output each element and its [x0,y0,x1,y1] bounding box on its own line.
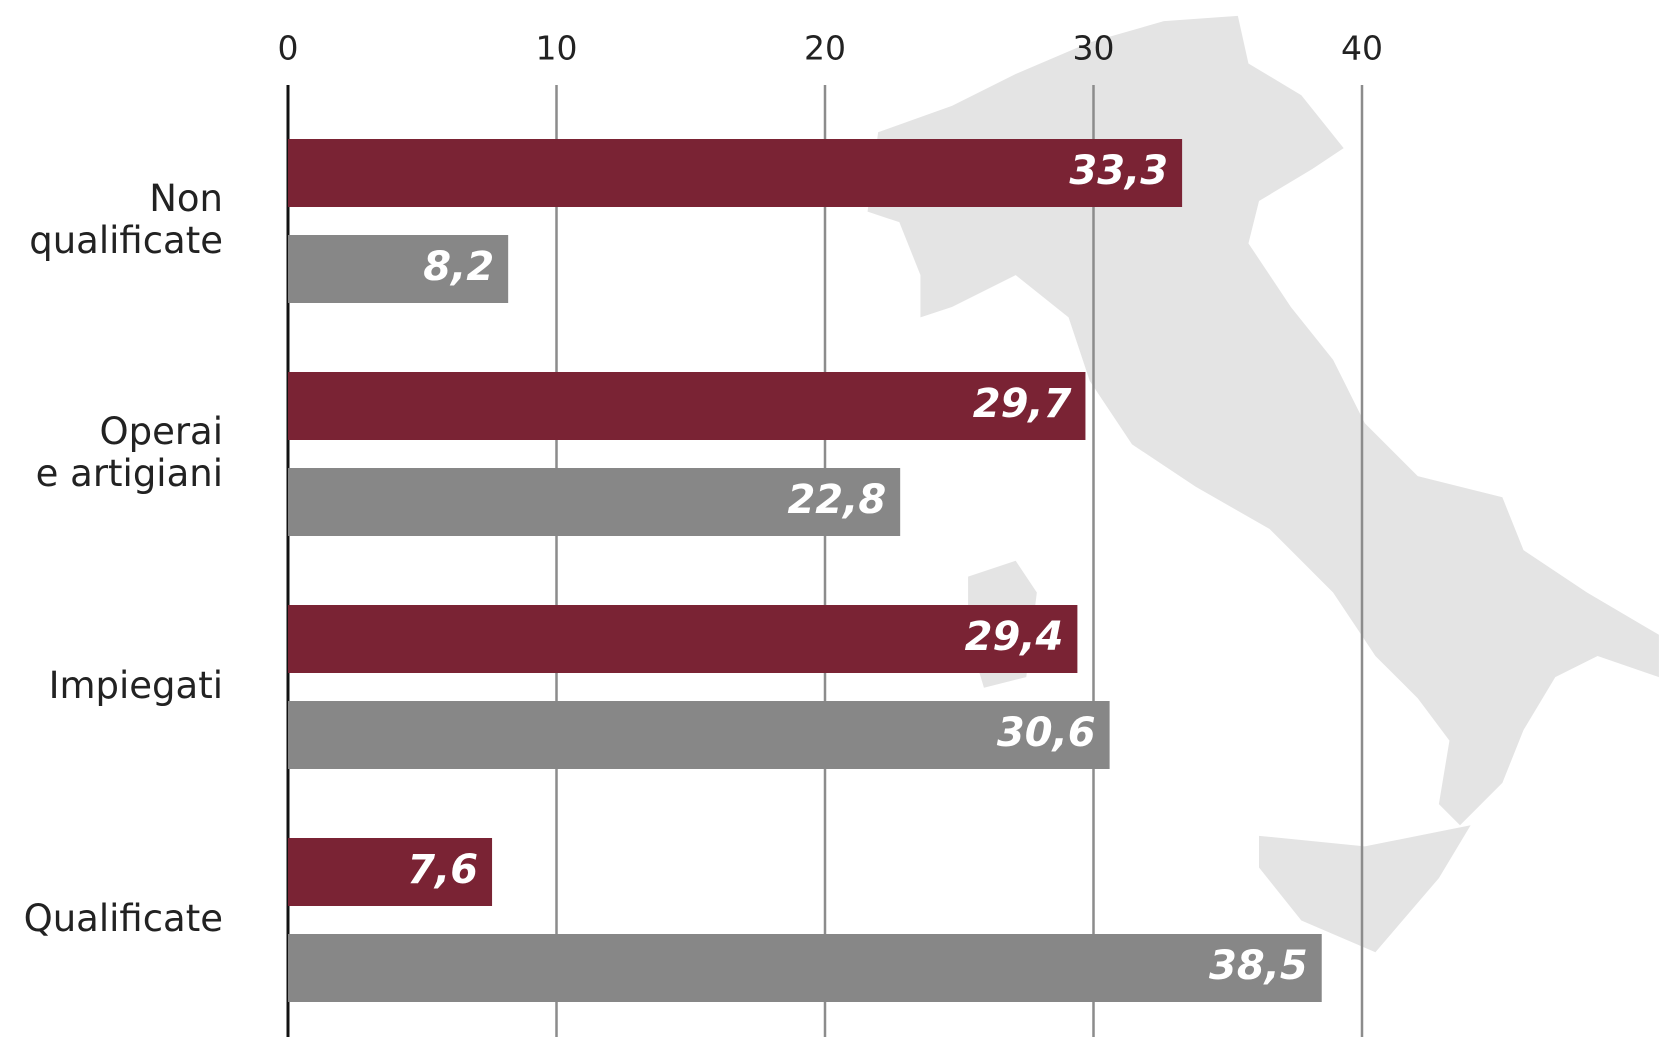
bar [288,701,1110,769]
x-tick-label: 20 [804,29,846,68]
value-label: 30,6 [997,710,1096,756]
value-label: 8,2 [423,244,494,290]
value-label: 33,3 [1069,148,1168,194]
x-tick-label: 0 [278,29,299,68]
x-tick-label: 30 [1073,29,1115,68]
value-label: 29,7 [973,381,1072,427]
bar [288,934,1322,1002]
value-label: 7,6 [407,847,478,893]
bar [288,139,1183,207]
category-label: Qualificate [24,897,223,940]
bar [288,605,1078,673]
category-label: Operai e artigiani [36,410,223,495]
category-label: Non qualificate [29,177,223,262]
bar [288,468,901,536]
value-label: 29,4 [965,614,1064,660]
x-tick-label: 40 [1341,29,1383,68]
value-label: 38,5 [1209,943,1308,989]
value-label: 22,8 [787,477,886,523]
bar [288,372,1086,440]
category-label: Impiegati [49,664,223,707]
x-tick-label: 10 [536,29,578,68]
bar [288,838,493,906]
bar [288,235,509,303]
